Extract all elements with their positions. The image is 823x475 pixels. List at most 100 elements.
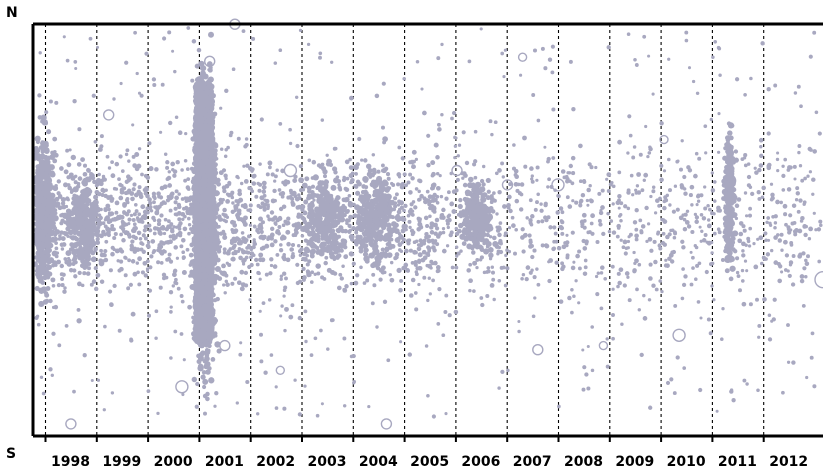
data-point — [781, 174, 785, 178]
data-point — [570, 288, 574, 292]
data-point — [160, 261, 164, 265]
data-point — [147, 245, 151, 249]
data-point — [136, 261, 139, 264]
data-point — [252, 245, 256, 249]
data-point — [655, 199, 659, 203]
data-point — [426, 245, 430, 249]
data-point — [423, 199, 428, 204]
data-point — [439, 215, 443, 219]
data-point — [57, 343, 61, 347]
data-point — [575, 254, 580, 259]
data-point — [616, 235, 620, 239]
data-point — [611, 288, 614, 291]
data-point — [421, 258, 426, 263]
data-point — [627, 114, 631, 118]
data-point — [743, 229, 747, 233]
data-point — [278, 122, 282, 126]
data-point — [711, 262, 715, 266]
data-point — [61, 247, 64, 250]
data-point — [398, 248, 402, 252]
data-point — [393, 196, 397, 200]
data-point — [793, 232, 797, 236]
data-point — [120, 215, 125, 220]
data-point — [754, 167, 757, 170]
data-point — [618, 207, 621, 210]
data-point — [221, 213, 224, 216]
data-point — [514, 182, 519, 187]
data-point — [793, 165, 797, 169]
data-point — [643, 173, 648, 178]
data-point — [58, 237, 61, 240]
data-point — [691, 266, 695, 270]
data-point — [259, 205, 263, 209]
data-point — [103, 249, 107, 253]
data-point — [598, 222, 602, 226]
data-point — [586, 188, 591, 193]
data-point — [278, 188, 282, 192]
data-point — [104, 216, 108, 220]
data-point — [519, 207, 523, 211]
data-point — [353, 184, 358, 189]
data-point — [606, 172, 611, 177]
data-point — [371, 273, 375, 277]
data-point — [808, 237, 811, 240]
data-point — [681, 139, 684, 142]
data-point — [282, 294, 285, 297]
data-point — [472, 289, 476, 293]
data-point — [560, 219, 564, 223]
data-point — [202, 385, 206, 389]
data-point — [156, 260, 160, 264]
data-point — [219, 170, 224, 175]
data-point — [583, 226, 587, 230]
data-point — [340, 276, 344, 280]
data-point — [781, 391, 785, 395]
data-point — [563, 241, 567, 245]
data-point — [717, 47, 721, 51]
data-point — [590, 222, 594, 226]
data-point — [702, 216, 706, 220]
data-point — [168, 196, 172, 200]
data-point — [535, 179, 538, 182]
data-point — [545, 244, 550, 249]
data-point — [456, 178, 460, 182]
data-point — [231, 257, 236, 262]
data-point — [326, 154, 329, 157]
data-point — [396, 182, 400, 186]
data-point — [454, 310, 459, 315]
data-point — [742, 302, 747, 307]
data-point — [52, 137, 57, 142]
data-point — [61, 236, 66, 241]
data-point — [629, 134, 633, 138]
data-point — [436, 201, 440, 205]
data-point — [531, 180, 535, 184]
data-point — [735, 77, 739, 81]
data-point — [168, 170, 171, 173]
data-point — [296, 281, 300, 285]
data-point — [254, 258, 258, 262]
data-point — [148, 228, 152, 232]
data-point — [63, 286, 66, 289]
data-point — [648, 298, 651, 301]
data-point — [543, 66, 547, 70]
data-point — [167, 257, 171, 261]
data-point — [292, 178, 297, 183]
data-point — [606, 212, 610, 216]
data-point — [468, 263, 472, 267]
data-point — [447, 190, 451, 194]
data-point — [408, 160, 412, 164]
data-point — [408, 220, 412, 224]
data-point — [176, 257, 179, 260]
data-point — [280, 278, 283, 281]
data-point — [748, 244, 751, 247]
data-point — [790, 243, 794, 247]
data-point — [779, 201, 783, 205]
data-point — [352, 262, 356, 266]
data-point — [132, 187, 136, 191]
data-point — [273, 264, 278, 269]
data-point — [642, 294, 645, 297]
data-point — [519, 74, 522, 77]
data-point — [694, 277, 698, 281]
data-point — [530, 223, 534, 227]
data-point — [572, 261, 575, 264]
data-point — [131, 312, 136, 317]
